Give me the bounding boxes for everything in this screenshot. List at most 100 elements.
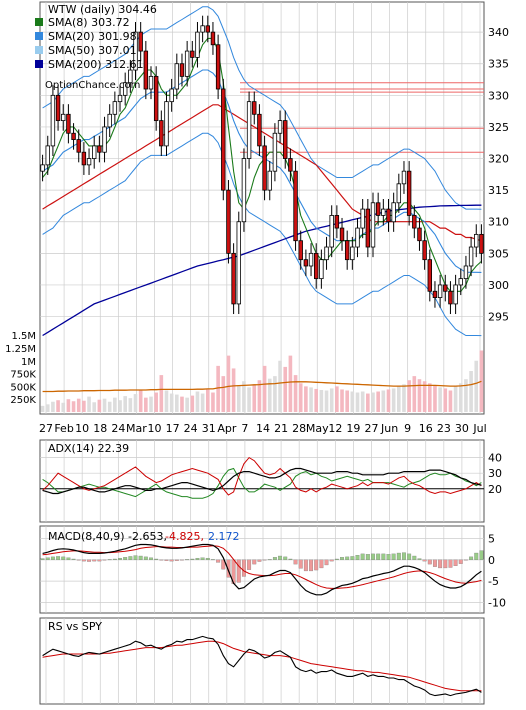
volume-bar xyxy=(247,387,251,412)
volume-bar xyxy=(45,404,50,412)
rs-panel xyxy=(39,617,485,705)
x-tick-label: 10 xyxy=(148,422,162,435)
macd-histogram-bar xyxy=(159,559,164,561)
candle-body xyxy=(117,94,123,103)
macd-histogram-bar xyxy=(355,555,360,560)
candle-body xyxy=(474,233,479,248)
plus-di-line xyxy=(42,456,482,496)
volume-bar xyxy=(397,386,401,412)
macd-histogram-bar xyxy=(443,559,448,569)
macd-histogram-bar xyxy=(391,553,396,560)
macd-histogram-bar xyxy=(262,559,267,561)
macd-histogram-bar xyxy=(133,555,138,560)
candle-body xyxy=(298,240,303,261)
macd-histogram-bar xyxy=(149,557,153,560)
volume-bar xyxy=(40,405,45,412)
x-tick-label: Jun xyxy=(380,422,398,435)
macd-histogram-bar xyxy=(138,555,143,560)
candle-body xyxy=(448,290,453,305)
x-tick-label: 24 xyxy=(184,422,198,435)
volume-bar xyxy=(479,350,484,412)
legend-label: SMA(8) 303.72 xyxy=(48,16,130,29)
candle-body xyxy=(396,183,402,204)
volume-bar xyxy=(273,376,277,412)
x-tick-label: 7 xyxy=(241,422,248,435)
macd-histogram-bar xyxy=(381,553,386,560)
x-tick-label: 16 xyxy=(419,422,433,435)
x-tick-label: 17 xyxy=(166,422,180,435)
candle-body xyxy=(174,63,180,90)
volume-bar xyxy=(185,397,189,412)
volume-bar xyxy=(335,386,339,412)
price-tick-label: 330 xyxy=(488,89,509,102)
volume-bar xyxy=(123,396,127,412)
volume-bar xyxy=(144,397,148,412)
volume-bar xyxy=(469,371,473,412)
volume-bar xyxy=(159,375,164,412)
macd-histogram-bar xyxy=(241,559,246,577)
candle-body xyxy=(365,208,371,248)
volume-bar xyxy=(149,396,153,412)
macd-histogram-bar xyxy=(314,559,319,571)
volume-bar xyxy=(87,396,91,412)
x-tick-label: 27 xyxy=(39,422,53,435)
candle-body xyxy=(50,94,56,147)
macd-histogram-bar xyxy=(319,559,324,569)
chart-header: WTW (daily) 304.46 xyxy=(48,3,157,16)
volume-bar xyxy=(448,390,453,412)
candle-body xyxy=(283,120,288,159)
x-tick-label: Jul xyxy=(472,422,486,435)
macd-histogram-bar xyxy=(402,552,406,560)
macd-histogram-bar xyxy=(303,559,308,572)
candle-body xyxy=(339,227,345,242)
candle-body xyxy=(262,145,267,191)
volume-bar xyxy=(381,390,386,412)
volume-tick-label: 1.5M xyxy=(11,331,36,342)
volume-bar xyxy=(76,398,81,412)
price-tick-label: 315 xyxy=(488,184,509,197)
candle-body xyxy=(432,290,438,298)
adx-tick-label: 30 xyxy=(488,467,502,480)
volume-bar xyxy=(309,387,313,412)
x-tick-label: May xyxy=(306,422,329,435)
volume-bar xyxy=(458,383,463,412)
adx-line xyxy=(42,467,482,495)
candle-body xyxy=(375,202,381,216)
macd-histogram-bar xyxy=(329,559,334,562)
x-tick-label: 30 xyxy=(455,422,469,435)
macd-histogram-bar xyxy=(396,552,401,560)
macd-histogram-bar xyxy=(427,559,432,565)
candle-body xyxy=(97,145,102,153)
x-tick-label: 10 xyxy=(75,422,89,435)
candle-body xyxy=(288,158,293,172)
volume-bar xyxy=(422,381,427,412)
volume-bar xyxy=(216,365,220,412)
macd-histogram-bar xyxy=(371,553,375,560)
volume-bar xyxy=(113,397,117,412)
volume-bar xyxy=(154,392,158,412)
candle-body xyxy=(122,82,128,96)
source-label: OptionChance.com xyxy=(45,80,140,91)
candle-body xyxy=(61,113,66,122)
macd-histogram-bar xyxy=(247,559,252,570)
macd-histogram-bar xyxy=(226,559,231,578)
macd-histogram-bar xyxy=(45,557,50,560)
candle-body xyxy=(159,120,164,147)
volume-bar xyxy=(51,401,55,412)
macd-histogram-bar xyxy=(118,557,122,560)
macd-histogram-bar xyxy=(195,557,200,560)
volume-bar xyxy=(304,386,308,412)
candle-body xyxy=(92,145,97,159)
candle-body xyxy=(107,113,112,128)
candle-body xyxy=(401,170,407,185)
macd-histogram-bar xyxy=(438,559,443,569)
candle-body xyxy=(272,132,278,172)
macd-histogram-bar xyxy=(278,555,283,560)
volume-bar xyxy=(66,399,71,412)
candle-body xyxy=(215,44,221,90)
x-tick-label: 23 xyxy=(437,422,451,435)
candle-body xyxy=(277,120,283,134)
macd-tick-label: -10 xyxy=(488,596,506,609)
macd-histogram-bar xyxy=(50,556,55,560)
candle-body xyxy=(153,75,159,122)
